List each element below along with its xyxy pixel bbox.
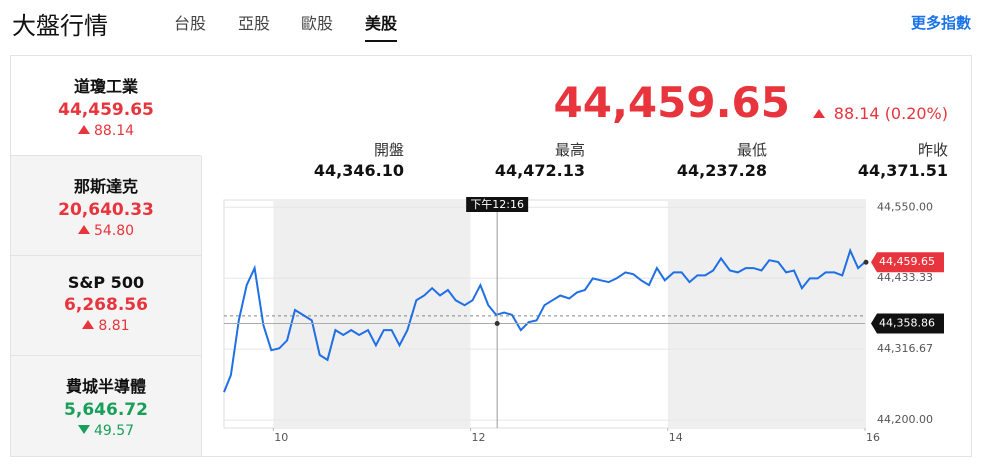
stat-value: 44,371.51 [857,161,948,180]
arrow [77,225,90,234]
index-value: 5,646.72 [64,400,148,420]
index-name: S&P 500 [67,273,145,292]
y-tick-label: 44,550.00 [877,200,933,213]
price-change: 88.14 (0.20%) [812,104,948,123]
x-tick-label: 16 [866,431,880,444]
x-tick-label: 12 [472,431,486,444]
index-item[interactable]: 那斯達克 20,640.33 54.80 [11,156,202,256]
arrow [77,425,90,434]
last-tag-label: 44,459.65 [879,255,935,268]
page-title: 大盤行情 [12,12,108,40]
value-tag [871,313,944,334]
tab[interactable]: 亞股 [238,14,271,33]
index-item[interactable]: 道瓊工業 44,459.65 88.14 [11,56,201,156]
x-tick-label: 14 [669,431,683,444]
index-name: 費城半導體 [65,377,146,396]
arrow [77,125,90,134]
band [273,200,471,428]
index-change: 8.81 [11,318,201,334]
tab[interactable]: 台股 [174,14,207,33]
stat-label: 最低 [736,141,767,159]
stat-value: 44,237.28 [676,161,767,180]
y-tick-label: 44,200.00 [877,413,933,426]
stat-label: 開盤 [373,141,404,159]
last-tag [871,252,944,273]
index-item[interactable]: 費城半導體 5,646.72 49.57 [11,356,202,457]
index-name: 道瓊工業 [73,77,138,96]
tab-active[interactable]: 美股 [365,10,398,42]
index-change: 88.14 [11,123,201,139]
index-value: 6,268.56 [64,295,148,315]
time-tag [466,197,529,212]
price-line [223,247,866,393]
arrow [812,109,825,118]
time-label: 下午12:16 [470,198,524,211]
y-tick-label: 44,316.67 [877,342,933,355]
stat-value: 44,472.13 [494,161,585,180]
change-percent: (0.20%) [884,104,948,123]
arrow [82,320,95,329]
chart: 44,550.00 44,433.33 44,316.67 44,200.00 10 12… [223,197,944,444]
index-item[interactable]: S&P 500 6,268.56 8.81 [11,256,202,356]
value-tag-label: 44,358.86 [879,317,935,330]
x-tick-label: 10 [274,431,288,444]
stat-value: 44,346.10 [313,161,404,180]
index-value: 44,459.65 [58,100,154,120]
index-value: 20,640.33 [58,200,154,220]
tab[interactable]: 歐股 [301,14,334,33]
y-tick-label: 44,433.33 [877,271,933,284]
band [667,200,865,428]
crosshair-dot [494,321,500,327]
change: 49.57 [93,423,135,439]
change: 88.14 [833,104,880,123]
price: 44,459.65 [553,78,790,127]
change: 54.80 [93,223,135,239]
stat-label: 昨收 [917,141,948,159]
stat-label: 最高 [554,141,585,159]
change: 88.14 [93,123,135,139]
card [10,55,972,457]
more-link[interactable]: 更多指數 [910,14,971,32]
change: 8.81 [98,318,130,334]
index-change: 54.80 [11,223,201,239]
last-dot [863,259,869,265]
index-name: 那斯達克 [73,177,138,196]
index-change: 49.57 [11,423,201,439]
